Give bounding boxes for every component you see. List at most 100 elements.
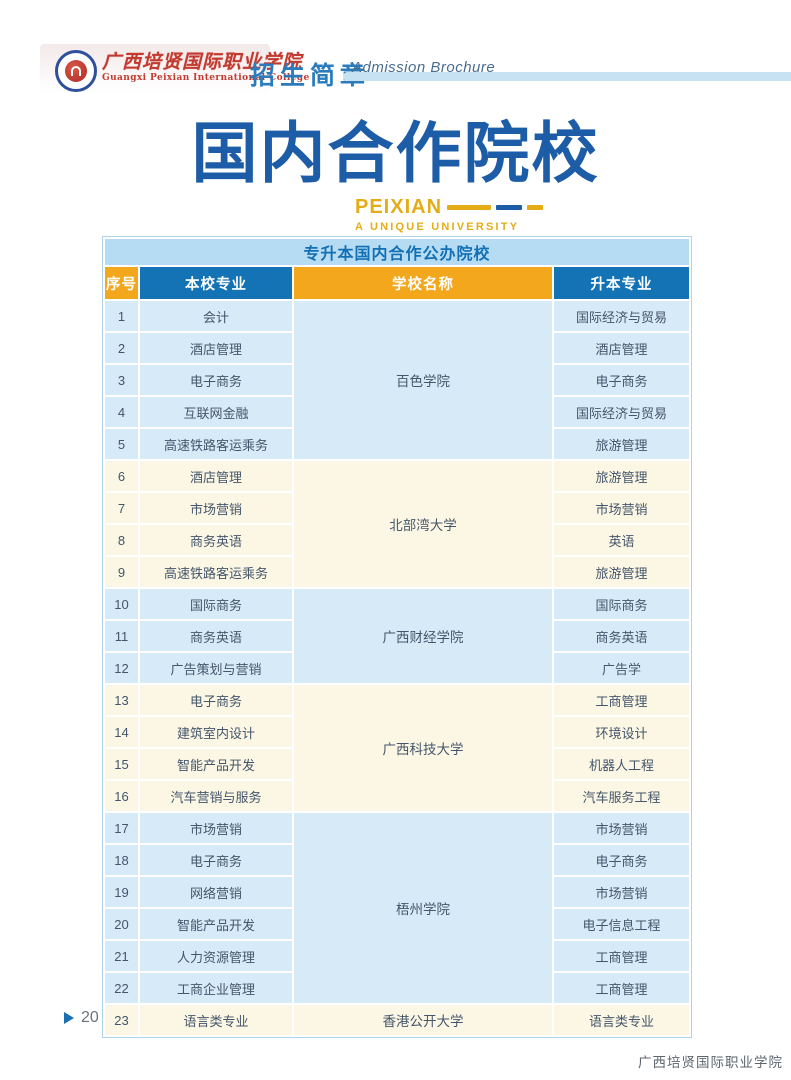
target-major-cell: 电子信息工程 (554, 909, 690, 939)
table-row: 7 市场营销 市场营销 (105, 493, 690, 523)
school-name-cell: 香港公开大学 (294, 1005, 552, 1035)
college-major-cell: 会计 (140, 301, 292, 331)
row-number-cell: 10 (105, 589, 138, 619)
row-number-cell: 8 (105, 525, 138, 555)
row-number-cell: 22 (105, 973, 138, 1003)
row-number-cell: 1 (105, 301, 138, 331)
target-major-cell: 汽车服务工程 (554, 781, 690, 811)
table-row: 9 高速铁路客运乘务 旅游管理 (105, 557, 690, 587)
row-number-cell: 20 (105, 909, 138, 939)
target-major-cell: 电子商务 (554, 365, 690, 395)
page-title: 国内合作院校 (191, 114, 600, 192)
target-major-cell: 工商管理 (554, 685, 690, 715)
table-header-row: 序号 本校专业 学校名称 升本专业 (105, 267, 690, 299)
college-major-cell: 语言类专业 (140, 1005, 292, 1035)
college-major-cell: 高速铁路客运乘务 (140, 429, 292, 459)
cooperation-table: 专升本国内合作公办院校 序号 本校专业 学校名称 升本专业 1 会计 百色学院 国际经… (102, 236, 692, 1038)
row-number-cell: 18 (105, 845, 138, 875)
row-number-cell: 21 (105, 941, 138, 971)
row-number-cell: 17 (105, 813, 138, 843)
brand-dash-gold (447, 205, 492, 210)
table-row: 1 会计 百色学院 国际经济与贸易 (105, 301, 690, 459)
table-row: 23 语言类专业 香港公开大学 语言类专业 (105, 1005, 690, 1035)
college-name-chinese: 广西培贤国际职业学院 (102, 51, 303, 73)
target-major-cell: 语言类专业 (554, 1005, 690, 1035)
table-row: 20 智能产品开发 电子信息工程 (105, 909, 690, 939)
college-major-cell: 酒店管理 (140, 333, 292, 363)
row-number-cell: 11 (105, 621, 138, 651)
page-number-marker: 20 (64, 1009, 99, 1027)
page-header: 广西培贤国际职业学院 Guangxi Peixian International… (0, 0, 791, 110)
target-major-cell: 旅游管理 (554, 429, 690, 459)
college-major-cell: 市场营销 (140, 493, 292, 523)
column-header-index: 序号 (105, 267, 138, 299)
college-major-cell: 市场营销 (140, 813, 292, 843)
row-number-cell: 16 (105, 781, 138, 811)
brand-block: PEIXIAN A UNIQUE UNIVERSITY (355, 196, 615, 233)
college-major-cell: 电子商务 (140, 845, 292, 875)
target-major-cell: 市场营销 (554, 493, 690, 523)
college-seal-center (65, 60, 87, 82)
row-number-cell: 4 (105, 397, 138, 427)
college-major-cell: 高速铁路客运乘务 (140, 557, 292, 587)
table-row: 6 酒店管理 北部湾大学 旅游管理 (105, 461, 690, 587)
row-number-cell: 9 (105, 557, 138, 587)
row-number-cell: 5 (105, 429, 138, 459)
target-major-cell: 电子商务 (554, 845, 690, 875)
college-name-english: Guangxi Peixian International College (102, 73, 310, 83)
pavilion-glyph-icon (71, 66, 81, 76)
table-row: 2 酒店管理 酒店管理 (105, 333, 690, 363)
school-name-cell: 百色学院 (294, 301, 552, 459)
college-major-cell: 工商企业管理 (140, 973, 292, 1003)
table-row: 5 高速铁路客运乘务 旅游管理 (105, 429, 690, 459)
college-seal-icon (55, 50, 97, 92)
college-major-cell: 国际商务 (140, 589, 292, 619)
target-major-cell: 环境设计 (554, 717, 690, 747)
target-major-cell: 商务英语 (554, 621, 690, 651)
target-major-cell: 工商管理 (554, 941, 690, 971)
college-major-cell: 互联网金融 (140, 397, 292, 427)
table-row: 14 建筑室内设计 环境设计 (105, 717, 690, 747)
target-major-cell: 国际经济与贸易 (554, 397, 690, 427)
table-row: 10 国际商务 广西财经学院 国际商务 (105, 589, 690, 683)
school-name-cell: 广西财经学院 (294, 589, 552, 683)
target-major-cell: 英语 (554, 525, 690, 555)
table-row: 3 电子商务 电子商务 (105, 365, 690, 395)
target-major-cell: 国际商务 (554, 589, 690, 619)
table-row: 8 商务英语 英语 (105, 525, 690, 555)
table-row: 16 汽车营销与服务 汽车服务工程 (105, 781, 690, 811)
row-number-cell: 23 (105, 1005, 138, 1035)
college-major-cell: 电子商务 (140, 365, 292, 395)
table-row: 17 市场营销 梧州学院 市场营销 (105, 813, 690, 1003)
row-number-cell: 3 (105, 365, 138, 395)
table-row: 11 商务英语 商务英语 (105, 621, 690, 651)
table-row: 12 广告策划与营销 广告学 (105, 653, 690, 683)
table-row: 21 人力资源管理 工商管理 (105, 941, 690, 971)
school-name-cell: 梧州学院 (294, 813, 552, 1003)
brochure-title-english: Admission Brochure (352, 59, 496, 76)
college-major-cell: 汽车营销与服务 (140, 781, 292, 811)
college-major-cell: 广告策划与营销 (140, 653, 292, 683)
header-divider-line (343, 72, 791, 81)
target-major-cell: 酒店管理 (554, 333, 690, 363)
row-number-cell: 13 (105, 685, 138, 715)
college-major-cell: 商务英语 (140, 525, 292, 555)
college-major-cell: 商务英语 (140, 621, 292, 651)
row-number-cell: 12 (105, 653, 138, 683)
target-major-cell: 旅游管理 (554, 461, 690, 491)
row-number-cell: 19 (105, 877, 138, 907)
target-major-cell: 广告学 (554, 653, 690, 683)
row-number-cell: 15 (105, 749, 138, 779)
table-row: 18 电子商务 电子商务 (105, 845, 690, 875)
table-row: 19 网络营销 市场营销 (105, 877, 690, 907)
college-major-cell: 酒店管理 (140, 461, 292, 491)
column-header-college-major: 本校专业 (140, 267, 292, 299)
college-major-cell: 智能产品开发 (140, 749, 292, 779)
footer-watermark: 广西培贤国际职业学院 (638, 1055, 783, 1070)
row-number-cell: 6 (105, 461, 138, 491)
school-name-cell: 北部湾大学 (294, 461, 552, 587)
target-major-cell: 旅游管理 (554, 557, 690, 587)
table-title: 专升本国内合作公办院校 (105, 239, 690, 265)
target-major-cell: 工商管理 (554, 973, 690, 1003)
college-major-cell: 网络营销 (140, 877, 292, 907)
